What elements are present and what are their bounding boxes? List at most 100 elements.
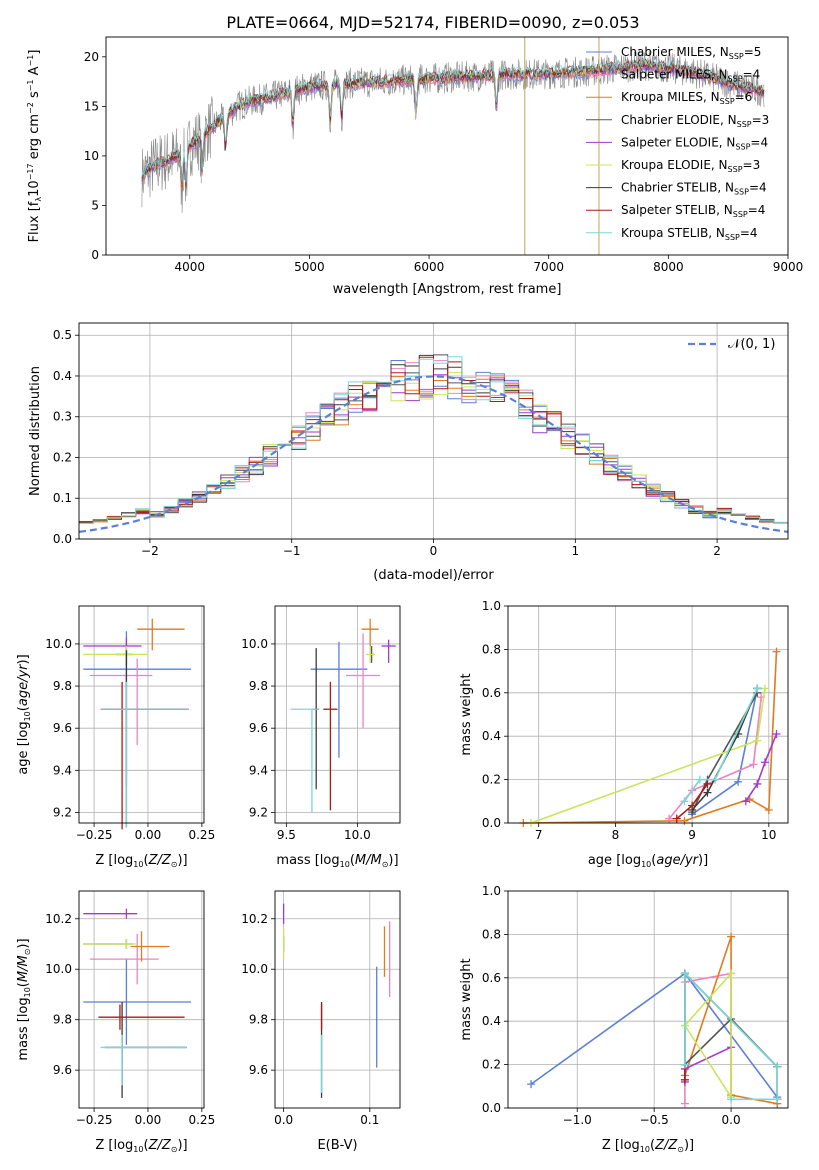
y-tick-label: 9.6 bbox=[249, 1063, 268, 1077]
label-part: 10 bbox=[133, 860, 143, 869]
legend-label-salp_stelib: Salpeter STELIB, NSSP=4 bbox=[621, 203, 765, 219]
residual-ylabel: Normed distribution bbox=[28, 366, 43, 496]
z_weight-xlabel: Z [log10(Z/Z⊙)] bbox=[602, 1138, 694, 1154]
x-tick-label: 8000 bbox=[653, 260, 684, 274]
weight-marker-chab_miles bbox=[734, 777, 743, 786]
x-tick-label: 5000 bbox=[294, 260, 325, 274]
weight-line-krou_elodie bbox=[684, 971, 732, 1100]
label-part: Kroupa ELODIE, N bbox=[621, 158, 728, 172]
x-tick-label: 0.0 bbox=[722, 1113, 741, 1127]
y-tick-label: 0.2 bbox=[53, 450, 72, 464]
x-tick-label: 9 bbox=[688, 828, 696, 842]
z_mass-frame bbox=[78, 890, 205, 1109]
y-tick-label: 0.2 bbox=[482, 1058, 501, 1072]
label-part: =4 bbox=[750, 135, 768, 149]
weight-marker-krou_stelib bbox=[773, 1062, 782, 1071]
label-part: 10 bbox=[340, 860, 350, 869]
figure-title: PLATE=0664, MJD=52174, FIBERID=0090, z=0… bbox=[226, 13, 639, 32]
y-tick-label: 0.6 bbox=[482, 686, 501, 700]
label-part: age [log bbox=[588, 853, 641, 868]
label-part: Z [log bbox=[95, 1138, 133, 1153]
x-tick-label: 0 bbox=[430, 544, 438, 558]
x-tick-label: −1.0 bbox=[563, 1113, 592, 1127]
z_mass-ylabel: mass [log10(M/M⊙)] bbox=[16, 938, 32, 1060]
label-part: ⊙ bbox=[677, 1145, 684, 1154]
label-part: −1 bbox=[26, 55, 35, 67]
age_weight-ylabel: mass weight bbox=[459, 673, 474, 755]
label-part: ] bbox=[27, 50, 42, 55]
weight-marker-chab_stelib bbox=[703, 788, 712, 797]
label-part: wavelength [Angstrom, rest frame] bbox=[333, 282, 562, 297]
y-tick-label: 0.4 bbox=[482, 729, 501, 743]
label-part: 10 bbox=[23, 987, 32, 997]
y-tick-label: 0.0 bbox=[53, 532, 72, 546]
z_age-errorbars bbox=[83, 618, 192, 830]
label-part: SSP bbox=[735, 142, 750, 151]
x-tick-label: 0.00 bbox=[135, 1113, 162, 1127]
spectrum-frame bbox=[105, 36, 789, 256]
residual-xlabel: (data-model)/error bbox=[373, 568, 494, 583]
x-tick-label: 1 bbox=[571, 544, 579, 558]
y-tick-label: 0.2 bbox=[482, 773, 501, 787]
label-part: ⊙ bbox=[382, 860, 389, 869]
weight-marker-krou_stelib bbox=[773, 1095, 782, 1104]
weight-marker-salp_elodie bbox=[772, 730, 781, 739]
label-part: )] bbox=[16, 938, 31, 948]
label-part: Salpeter MILES, N bbox=[621, 68, 728, 82]
label-part: =4 bbox=[743, 68, 761, 82]
x-tick-label: 0.0 bbox=[274, 1113, 293, 1127]
label-part: =4 bbox=[740, 226, 758, 240]
mass_age-errorbars bbox=[290, 618, 396, 813]
legend-label-chab_stelib: Chabrier STELIB, NSSP=4 bbox=[621, 181, 767, 197]
hist-krou_stelib bbox=[79, 356, 788, 526]
y-tick-label: 10.2 bbox=[241, 912, 268, 926]
z_weight-series bbox=[527, 932, 782, 1108]
x-tick-label: 6000 bbox=[414, 260, 445, 274]
y-tick-label: 0.3 bbox=[53, 410, 72, 424]
y-tick-label: 10 bbox=[84, 149, 99, 163]
label-part: 10 bbox=[641, 860, 651, 869]
x-tick-label: 2 bbox=[713, 544, 721, 558]
label-part: mass [log bbox=[276, 853, 339, 868]
label-part: =4 bbox=[749, 181, 767, 195]
label-part: =6 bbox=[735, 90, 753, 104]
weight-marker-krou_miles bbox=[727, 932, 736, 941]
weight-marker-salp_miles bbox=[680, 1099, 689, 1108]
age_weight-xlabel: age [log10(age/yr)] bbox=[588, 853, 708, 869]
label-part: Z/Z bbox=[148, 853, 172, 868]
weight-marker-krou_elodie bbox=[753, 736, 762, 745]
z_weight-ylabel: mass weight bbox=[459, 958, 474, 1040]
label-part: ( bbox=[143, 853, 148, 868]
x-tick-label: 10.0 bbox=[344, 828, 371, 842]
legend-label-krou_miles: Kroupa MILES, NSSP=6 bbox=[621, 90, 752, 106]
label-part: SSP bbox=[733, 210, 748, 219]
ebv_mass-frame bbox=[274, 890, 401, 1109]
mass_age-frame bbox=[274, 605, 401, 824]
label-part: Chabrier ELODIE, N bbox=[621, 113, 737, 127]
label-part: λ bbox=[34, 197, 43, 202]
z_age-xlabel: Z [log10(Z/Z⊙)] bbox=[95, 853, 187, 869]
weight-marker-salp_stelib bbox=[688, 801, 697, 810]
spectrum-xlabel: wavelength [Angstrom, rest frame] bbox=[333, 282, 562, 297]
x-tick-label: 4000 bbox=[174, 260, 205, 274]
legend-label-salp_miles: Salpeter MILES, NSSP=4 bbox=[621, 68, 760, 84]
weight-line-salp_miles bbox=[668, 697, 762, 820]
ebv_mass-axes: 0.0 0.1 9.6 9.8 10.0 10.2 bbox=[241, 891, 400, 1127]
y-tick-label: 9.4 bbox=[249, 763, 268, 777]
weight-line-chab_miles bbox=[691, 688, 759, 815]
z_mass-errorbars bbox=[83, 908, 192, 1098]
weight-marker-salp_elodie bbox=[741, 797, 750, 806]
weight-marker-krou_stelib bbox=[753, 684, 762, 693]
histogram-steps bbox=[79, 354, 788, 533]
weight-marker-krou_stelib bbox=[680, 797, 689, 806]
label-part: SSP bbox=[725, 233, 740, 242]
weight-marker-salp_miles bbox=[749, 760, 758, 769]
weight-marker-salp_stelib bbox=[703, 779, 712, 788]
age_weight-series bbox=[519, 647, 781, 827]
x-tick-label: −1 bbox=[283, 544, 301, 558]
label-part: Z [log bbox=[95, 853, 133, 868]
y-tick-label: 0.4 bbox=[482, 1014, 501, 1028]
label-part: Flux [f bbox=[27, 201, 42, 242]
z_weight-frame bbox=[507, 890, 789, 1109]
